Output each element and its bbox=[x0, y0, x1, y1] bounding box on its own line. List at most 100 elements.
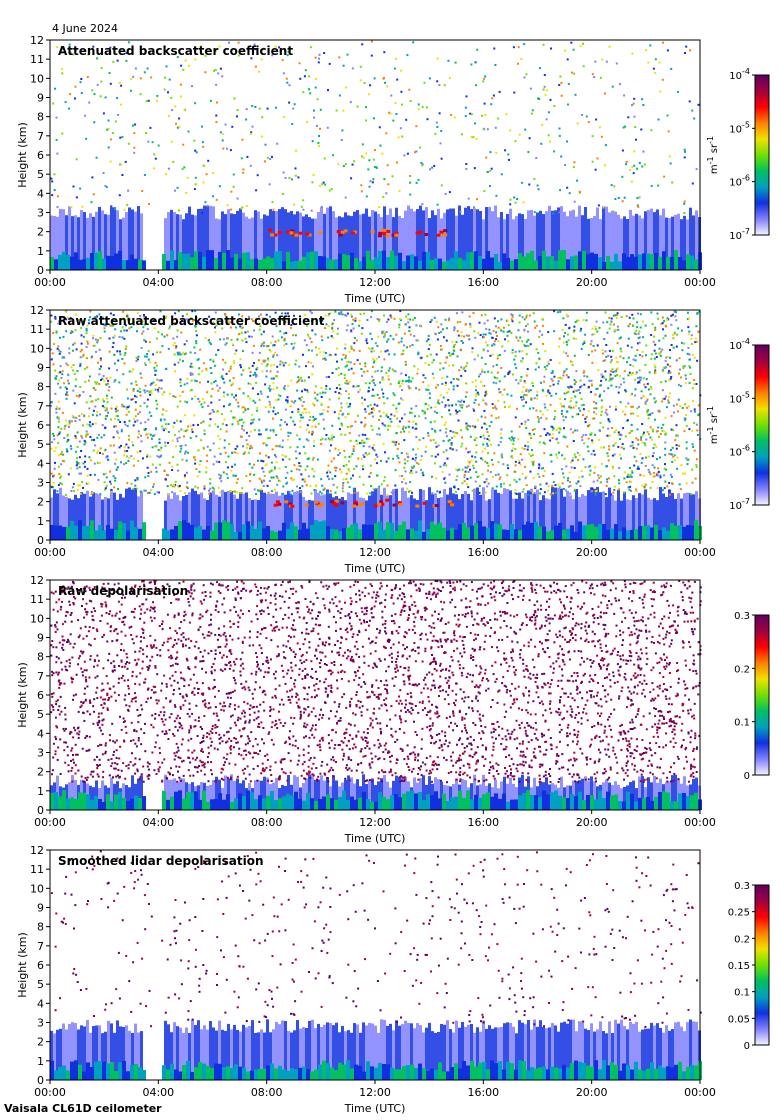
x-tick-label: 00:00 bbox=[34, 1086, 66, 1099]
y-tick-label: 5 bbox=[37, 978, 44, 991]
x-tick-label: 12:00 bbox=[359, 1086, 391, 1099]
y-tick-label: 3 bbox=[37, 207, 44, 220]
y-tick-label: 2 bbox=[37, 226, 44, 239]
colorbar bbox=[754, 884, 770, 1046]
colorbar-tick-label: 0.2 bbox=[734, 934, 750, 945]
colorbar bbox=[754, 614, 770, 776]
x-tick-label: 20:00 bbox=[576, 546, 608, 559]
y-tick-label: 10 bbox=[30, 72, 44, 85]
heatmap-cells bbox=[50, 310, 702, 540]
y-tick-label: 1 bbox=[37, 1055, 44, 1068]
panel-title: Raw depolarisation bbox=[58, 584, 188, 598]
y-tick-label: 3 bbox=[37, 747, 44, 760]
x-tick-label: 16:00 bbox=[467, 816, 499, 829]
panel-title: Raw attenuated backscatter coefficient bbox=[58, 314, 325, 328]
y-tick-label: 4 bbox=[37, 457, 44, 470]
y-tick-label: 8 bbox=[37, 651, 44, 664]
y-tick-label: 12 bbox=[30, 574, 44, 587]
y-tick-label: 6 bbox=[37, 149, 44, 162]
colorbar-tick-label: 0.1 bbox=[734, 988, 750, 999]
y-tick-label: 9 bbox=[37, 92, 44, 105]
colorbar-tick-label: 10-4 bbox=[729, 67, 750, 82]
colorbar-tick-label: 10-4 bbox=[729, 337, 750, 352]
y-tick-label: 4 bbox=[37, 727, 44, 740]
x-tick-label: 04:00 bbox=[142, 816, 174, 829]
x-axis-label: Time (UTC) bbox=[344, 292, 406, 305]
y-tick-label: 7 bbox=[37, 130, 44, 143]
y-tick-label: 1 bbox=[37, 515, 44, 528]
y-tick-label: 10 bbox=[30, 882, 44, 895]
x-tick-label: 20:00 bbox=[576, 1086, 608, 1099]
x-tick-label: 04:00 bbox=[142, 1086, 174, 1099]
colorbar-unit: m-1 sr-1 bbox=[706, 406, 720, 444]
x-tick-label: 20:00 bbox=[576, 276, 608, 289]
colorbar-tick-label: 0.3 bbox=[734, 881, 750, 892]
x-axis-label: Time (UTC) bbox=[344, 1102, 406, 1115]
y-tick-label: 0 bbox=[37, 804, 44, 817]
colorbar-tick-label: 10-5 bbox=[729, 120, 750, 135]
y-axis-label: Height (km) bbox=[16, 122, 29, 188]
colorbar-tick-label: 0.3 bbox=[734, 611, 750, 622]
colorbar bbox=[754, 344, 770, 506]
y-tick-label: 4 bbox=[37, 997, 44, 1010]
x-tick-label: 08:00 bbox=[251, 1086, 283, 1099]
x-tick-label: 00:00 bbox=[684, 1086, 716, 1099]
y-tick-label: 5 bbox=[37, 438, 44, 451]
y-tick-label: 8 bbox=[37, 381, 44, 394]
colorbar-tick-label: 0.05 bbox=[728, 1014, 750, 1025]
colorbar-tick-label: 0 bbox=[744, 1041, 750, 1052]
colorbar-tick-label: 10-7 bbox=[729, 497, 750, 512]
x-tick-label: 04:00 bbox=[142, 546, 174, 559]
y-tick-label: 10 bbox=[30, 612, 44, 625]
panel-title: Attenuated backscatter coefficient bbox=[58, 44, 293, 58]
y-tick-label: 5 bbox=[37, 708, 44, 721]
y-tick-label: 1 bbox=[37, 245, 44, 258]
y-tick-label: 0 bbox=[37, 1074, 44, 1087]
x-axis-label: Time (UTC) bbox=[344, 832, 406, 845]
x-tick-label: 04:00 bbox=[142, 276, 174, 289]
y-tick-label: 2 bbox=[37, 1036, 44, 1049]
colorbar-tick-label: 0.2 bbox=[734, 664, 750, 675]
y-tick-label: 10 bbox=[30, 342, 44, 355]
y-tick-label: 7 bbox=[37, 670, 44, 683]
y-tick-label: 11 bbox=[30, 53, 44, 66]
y-axis-label: Height (km) bbox=[16, 932, 29, 998]
x-tick-label: 08:00 bbox=[251, 816, 283, 829]
panel-title: Smoothed lidar depolarisation bbox=[58, 854, 264, 868]
y-tick-label: 9 bbox=[37, 362, 44, 375]
colorbar bbox=[754, 74, 770, 236]
y-tick-label: 11 bbox=[30, 593, 44, 606]
y-tick-label: 6 bbox=[37, 419, 44, 432]
x-tick-label: 12:00 bbox=[359, 816, 391, 829]
x-axis-label: Time (UTC) bbox=[344, 562, 406, 575]
colorbar-tick-label: 10-6 bbox=[729, 174, 750, 189]
colorbar-tick-label: 10-7 bbox=[729, 227, 750, 242]
y-tick-label: 11 bbox=[30, 323, 44, 336]
y-axis-label: Height (km) bbox=[16, 392, 29, 458]
colorbar-unit: m-1 sr-1 bbox=[706, 136, 720, 174]
colorbar-tick-label: 0.25 bbox=[728, 908, 750, 919]
x-tick-label: 00:00 bbox=[34, 546, 66, 559]
y-tick-label: 8 bbox=[37, 111, 44, 124]
heatmap-cells bbox=[50, 40, 702, 270]
y-tick-label: 0 bbox=[37, 534, 44, 547]
x-tick-label: 00:00 bbox=[684, 816, 716, 829]
x-tick-label: 12:00 bbox=[359, 546, 391, 559]
x-tick-label: 08:00 bbox=[251, 276, 283, 289]
colorbar-tick-label: 0 bbox=[744, 771, 750, 782]
x-tick-label: 08:00 bbox=[251, 546, 283, 559]
x-tick-label: 16:00 bbox=[467, 276, 499, 289]
y-tick-label: 1 bbox=[37, 785, 44, 798]
x-tick-label: 00:00 bbox=[684, 276, 716, 289]
colorbar-tick-label: 0.1 bbox=[734, 718, 750, 729]
y-tick-label: 3 bbox=[37, 477, 44, 490]
x-tick-label: 00:00 bbox=[34, 276, 66, 289]
y-tick-label: 12 bbox=[30, 844, 44, 857]
x-tick-label: 20:00 bbox=[576, 816, 608, 829]
y-tick-label: 6 bbox=[37, 689, 44, 702]
y-tick-label: 8 bbox=[37, 921, 44, 934]
